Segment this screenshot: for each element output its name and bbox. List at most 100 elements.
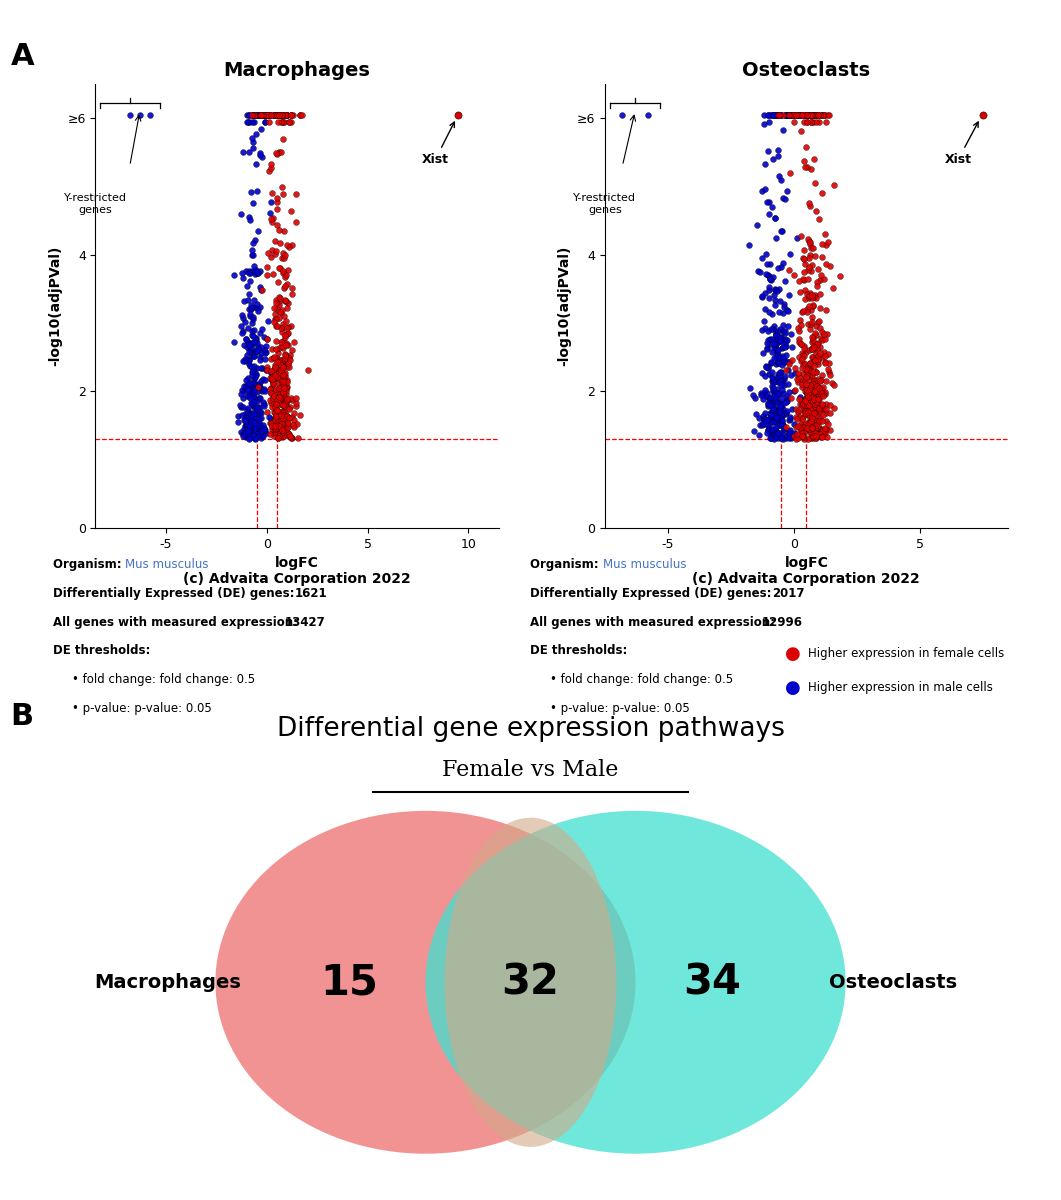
Point [279,106,296,125]
Point [802,390,819,409]
Point [798,401,815,420]
Point [805,389,822,408]
Point [248,426,265,445]
Text: • fold change: fold change: 0.5: • fold change: fold change: 0.5 [550,673,733,686]
Point [132,106,149,125]
Point [760,106,777,125]
Point [275,130,292,149]
Point [249,106,266,125]
Point [239,106,256,125]
Point [271,106,288,125]
Point [802,419,819,438]
Point [234,388,251,407]
Point [765,424,782,443]
Point [775,337,792,356]
Point [779,106,796,125]
Point [762,335,779,354]
Point [806,323,823,342]
Point [800,288,817,307]
Point [780,106,797,125]
Point [260,161,277,180]
Point [241,389,258,408]
Point [768,413,785,432]
Point [770,353,787,372]
Point [272,106,289,125]
Point [771,166,788,185]
Point [276,406,293,425]
Point [756,415,773,434]
Point [266,404,283,424]
Point [253,106,269,125]
Point [772,106,789,125]
Point [811,412,828,431]
Point [772,402,789,421]
Point [775,430,792,449]
Point [807,362,824,382]
Point [804,386,821,406]
Point [285,416,302,436]
Point [265,349,282,368]
Point [764,362,781,382]
Point [772,362,789,382]
Point [276,419,293,438]
Point [764,377,781,396]
Point [239,386,256,406]
Text: Differentially Expressed (DE) genes:: Differentially Expressed (DE) genes: [53,587,299,600]
Point [763,367,780,386]
Point [804,340,821,359]
Point [241,350,258,370]
Point [282,427,299,446]
Point [799,157,816,176]
Point [821,395,838,414]
Point [268,192,285,211]
Point [797,106,814,125]
Point [244,106,261,125]
Point [269,272,286,292]
Point [778,392,795,412]
Point [266,362,283,382]
Point [818,324,835,343]
Point [258,360,275,379]
Point [794,426,811,445]
Point [239,112,256,131]
Point [450,106,467,125]
Point [274,322,291,341]
Text: Macrophages: Macrophages [94,973,241,991]
Point [259,258,276,277]
Point [246,342,263,361]
Point [234,322,251,341]
Point [243,415,260,434]
Point [799,300,816,319]
Point [806,340,823,359]
Point [267,310,284,329]
Point [262,413,279,432]
Point [271,388,288,407]
Point [258,106,275,125]
Point [233,306,250,325]
Point [801,233,818,252]
Point [250,106,267,125]
Point [275,407,292,426]
Point [790,332,807,352]
Point [234,269,251,288]
Point [759,383,776,402]
Point [245,404,262,424]
Point [242,384,259,403]
Point [250,106,267,125]
Point [776,420,793,439]
Point [244,338,261,358]
Point [785,106,802,125]
Point [779,330,796,349]
Point [225,332,242,352]
Point [267,106,284,125]
Point [247,374,264,394]
Point [245,257,262,276]
Y-axis label: -log10(adjPVal): -log10(adjPVal) [557,246,571,366]
Point [785,382,802,401]
Point [784,106,801,125]
Point [251,418,268,437]
Point [775,304,792,323]
Point [280,112,297,131]
Point [251,106,268,125]
Point [817,412,834,431]
